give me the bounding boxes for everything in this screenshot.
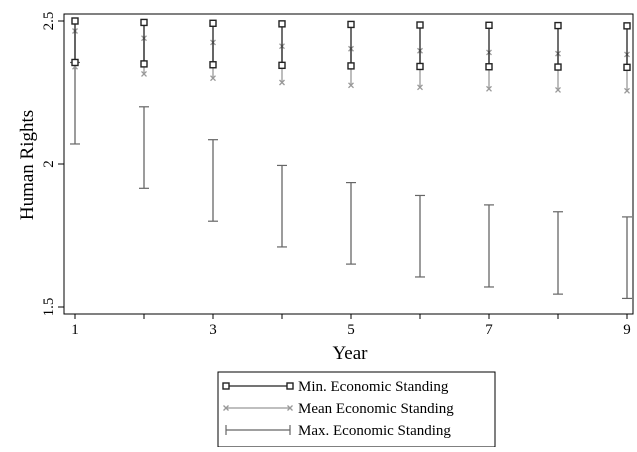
x-axis: 1 3 5 7 9 bbox=[71, 314, 631, 338]
x-marker-stroke bbox=[555, 86, 561, 93]
legend-marker bbox=[286, 382, 294, 390]
x-marker-stroke bbox=[223, 405, 229, 411]
error-bar-upper-marker bbox=[485, 21, 493, 29]
x-marker-stroke bbox=[210, 75, 216, 82]
error-bar-lower-marker bbox=[486, 85, 492, 92]
error-bar-upper-marker bbox=[623, 22, 631, 30]
error-bar-upper-marker bbox=[554, 21, 562, 30]
x-tick-label: 7 bbox=[485, 322, 493, 338]
error-bar-lower-marker bbox=[485, 63, 493, 71]
x-marker-stroke bbox=[486, 85, 492, 92]
error-bar-lower-marker bbox=[140, 60, 148, 68]
error-bar-lower-marker bbox=[141, 70, 147, 77]
x-tick-label: 9 bbox=[623, 322, 631, 338]
y-axis: 1.5 2 2.5 bbox=[41, 12, 64, 317]
x-axis-title: Year bbox=[332, 343, 368, 364]
error-bar-lower-marker bbox=[416, 62, 424, 71]
error-bar-lower-marker bbox=[279, 79, 285, 86]
y-axis-title: Human Rights bbox=[17, 110, 38, 220]
error-bar-upper-marker bbox=[416, 21, 424, 29]
x-tick-label: 5 bbox=[347, 322, 355, 338]
error-bar-lower-marker bbox=[555, 86, 561, 93]
y-tick-label: 2.5 bbox=[41, 12, 57, 31]
error-bar-lower-marker bbox=[623, 63, 631, 72]
error-bar-lower-marker bbox=[624, 87, 630, 94]
legend-marker bbox=[287, 405, 293, 411]
y-tick-label: 1.5 bbox=[41, 298, 57, 317]
legend-marker bbox=[223, 405, 229, 411]
error-bar-lower-marker bbox=[71, 58, 79, 67]
plot-frame bbox=[63, 13, 634, 315]
x-marker-stroke bbox=[348, 82, 354, 89]
legend: Min. Economic Standing Mean Economic Stan… bbox=[217, 371, 496, 448]
x-tick-label: 1 bbox=[71, 322, 79, 338]
error-bar-upper-marker bbox=[209, 19, 217, 27]
legend-marker bbox=[222, 382, 230, 390]
error-bar-upper-marker bbox=[140, 18, 148, 27]
error-bar-lower-marker bbox=[278, 61, 286, 70]
error-bar-upper-marker bbox=[71, 17, 79, 25]
y-tick-label: 2 bbox=[41, 160, 57, 168]
x-marker-stroke bbox=[624, 87, 630, 94]
error-bar-upper-marker bbox=[278, 20, 286, 28]
max-economic-standing-series bbox=[70, 61, 632, 300]
legend-item: Max. Economic Standing bbox=[225, 423, 451, 439]
x-marker-stroke bbox=[417, 84, 423, 91]
error-bar-lower-marker bbox=[210, 75, 216, 82]
x-marker-stroke bbox=[279, 79, 285, 86]
x-tick-label: 3 bbox=[209, 322, 217, 338]
legend-item: Min. Economic Standing bbox=[222, 379, 449, 395]
min-economic-standing-series bbox=[71, 17, 631, 72]
x-marker-stroke bbox=[287, 405, 293, 411]
legend-box bbox=[217, 371, 496, 448]
legend-label: Max. Economic Standing bbox=[298, 423, 451, 439]
error-bar-upper-marker bbox=[347, 20, 355, 29]
error-bar-lower-marker bbox=[554, 63, 562, 71]
error-bar-lower-marker bbox=[417, 84, 423, 91]
x-marker-stroke bbox=[141, 70, 147, 77]
error-bar-lower-marker bbox=[348, 82, 354, 89]
legend-label: Min. Economic Standing bbox=[298, 379, 449, 395]
error-bar-lower-marker bbox=[347, 62, 355, 70]
legend-label: Mean Economic Standing bbox=[298, 401, 454, 417]
series-layer bbox=[70, 17, 632, 300]
error-bar-lower-marker bbox=[209, 61, 217, 69]
legend-item: Mean Economic Standing bbox=[223, 401, 454, 417]
